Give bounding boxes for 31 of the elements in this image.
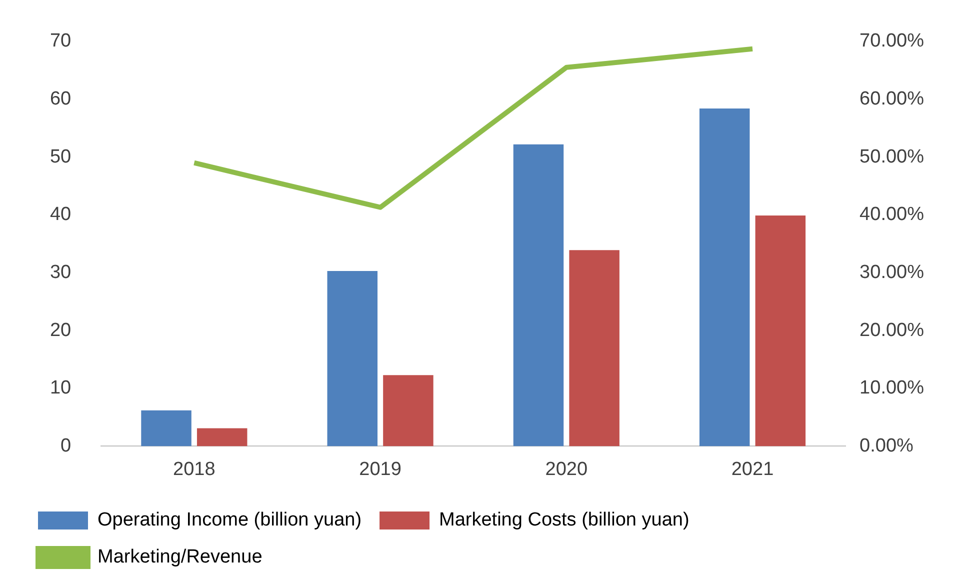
- bar: [196, 428, 248, 446]
- y2-tick-label: 60.00%: [860, 88, 924, 110]
- y-tick-label: 60: [50, 88, 72, 110]
- x-tick-label: 2018: [173, 458, 216, 480]
- y-tick-label: 10: [50, 378, 72, 399]
- bar: [327, 270, 378, 446]
- y2-tick-label: 10.00%: [860, 378, 924, 399]
- bar: [755, 215, 806, 446]
- x-tick-label: 2020: [545, 458, 588, 480]
- y2-tick-label: 0.00%: [860, 435, 914, 456]
- legend-label: Marketing/Revenue: [98, 546, 262, 568]
- bar: [699, 108, 750, 446]
- bar: [513, 144, 564, 446]
- y-tick-label: 40: [50, 204, 72, 226]
- y-tick-label: 0: [60, 435, 72, 456]
- y2-tick-label: 20.00%: [860, 320, 924, 341]
- bar: [569, 250, 620, 446]
- y2-tick-label: 70.00%: [860, 30, 924, 52]
- y2-tick-label: 30.00%: [860, 262, 924, 283]
- y-tick-label: 20: [50, 320, 72, 341]
- y2-tick-label: 40.00%: [860, 204, 924, 226]
- bar: [383, 375, 434, 446]
- x-tick-label: 2021: [731, 458, 774, 480]
- bar: [141, 410, 192, 446]
- legend-label: Operating Income (billion yuan): [98, 510, 362, 531]
- y-tick-label: 30: [50, 262, 72, 283]
- y2-tick-label: 50.00%: [860, 146, 924, 168]
- y-tick-label: 70: [50, 30, 72, 52]
- x-tick-label: 2019: [359, 458, 402, 480]
- y-tick-label: 50: [50, 146, 72, 168]
- legend-label: Marketing Costs (billion yuan): [439, 510, 690, 531]
